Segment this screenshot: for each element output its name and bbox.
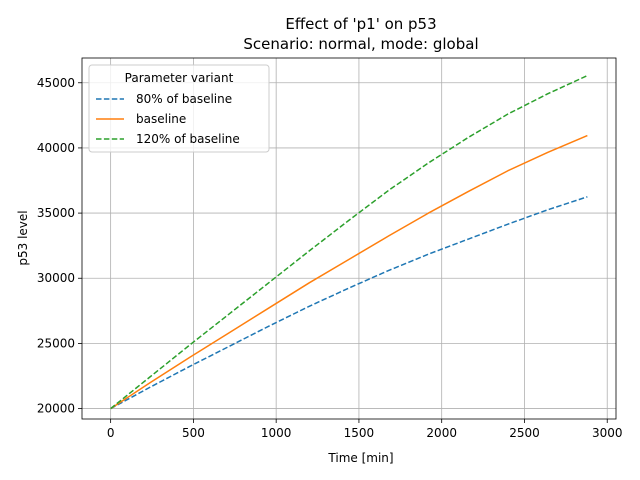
chart-title: Effect of 'p1' on p53 [285,15,436,33]
y-tick-label: 45000 [37,76,75,90]
x-tick-label: 0 [107,426,115,440]
legend-label-1: 80% of baseline [136,92,232,106]
x-tick-label: 500 [182,426,205,440]
axes [81,57,617,420]
legend-entries: 80% of baseline baseline 120% of baseline [96,92,240,146]
series-line-3 [110,74,588,410]
legend-label-3: 120% of baseline [136,132,240,146]
plot-frame [81,57,617,420]
y-tick-label: 20000 [37,402,75,416]
x-axis-label: Time [min] [327,451,393,465]
x-tick-label: 3000 [592,426,623,440]
y-tick-label: 30000 [37,271,75,285]
x-axis-ticks: 0 500 1000 1500 2000 2500 3000 [107,419,623,440]
series-line-2 [110,134,588,410]
legend-title: Parameter variant [125,71,234,85]
x-tick-label: 1000 [261,426,292,440]
y-tick-label: 35000 [37,206,75,220]
x-tick-label: 2000 [426,426,457,440]
chart-subtitle: Scenario: normal, mode: global [243,35,478,53]
legend-label-2: baseline [136,112,186,126]
x-tick-label: 2500 [509,426,540,440]
series-lines [110,74,588,410]
y-tick-label: 40000 [37,141,75,155]
legend: Parameter variant 80% of baseline baselin… [88,64,270,153]
legend-box [88,64,270,153]
y-axis-ticks: 20000 25000 30000 35000 40000 45000 [37,76,82,416]
series-line-1 [110,196,588,410]
x-tick-label: 1500 [344,426,375,440]
y-tick-label: 25000 [37,336,75,350]
y-axis-label: p53 level [16,210,30,265]
